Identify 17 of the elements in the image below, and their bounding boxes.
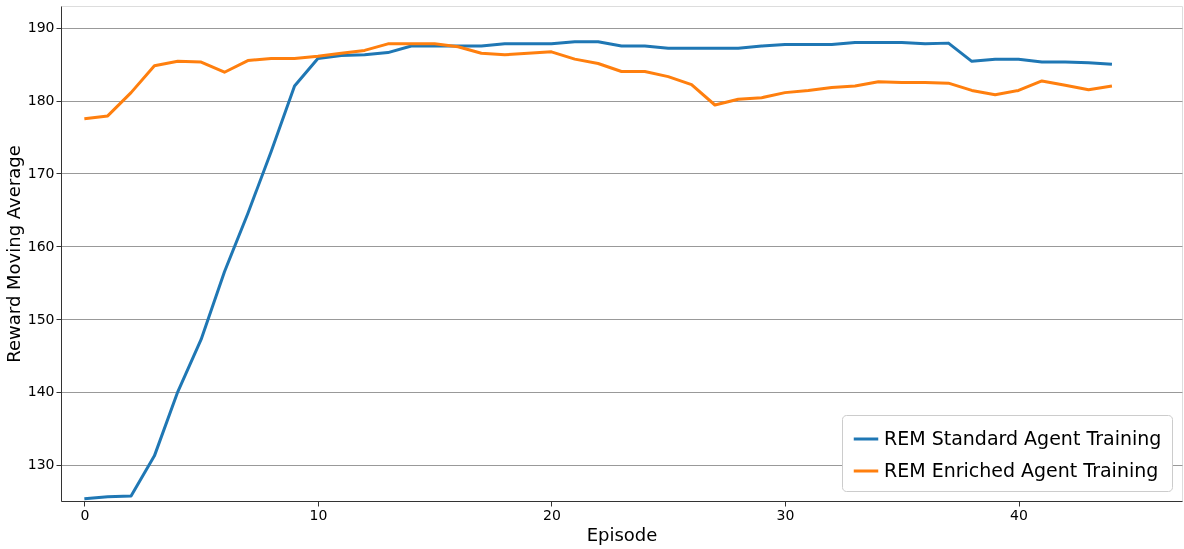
y-tick-label: 170 [27,164,55,181]
x-axis-title: Episode [586,523,658,545]
y-tick-label: 130 [27,456,55,473]
y-tick-label: 190 [27,19,55,36]
x-tick-label: 30 [776,506,795,523]
line-series [82,42,1114,121]
x-tick-label: 20 [543,506,561,523]
x-tick-label: 0 [80,506,90,523]
legend-label: REM Standard Agent Training [884,427,1162,449]
y-tick-label: 150 [27,310,55,327]
x-tick-label: 40 [1010,506,1028,523]
y-tick-label: 160 [27,237,55,254]
x-tick-label: 10 [309,506,328,523]
y-tick-label: 180 [27,92,55,109]
legend-label: REM Enriched Agent Training [884,459,1159,481]
y-tick-label: 140 [27,383,55,400]
y-axis-title: Reward Moving Average [2,145,24,363]
